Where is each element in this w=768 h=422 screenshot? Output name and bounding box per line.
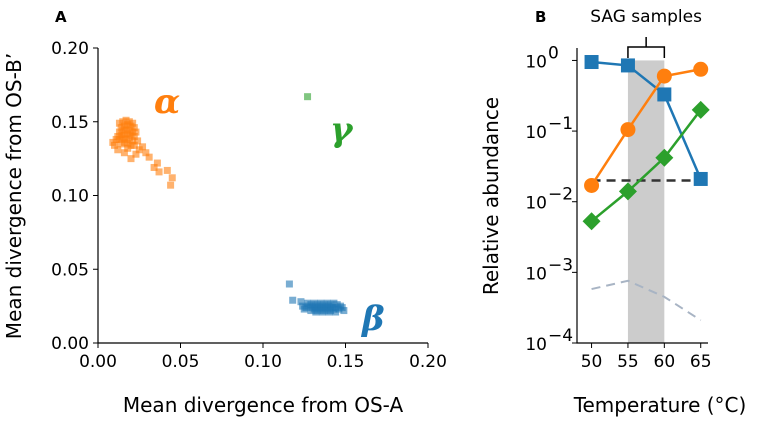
- y-tick-label: 0.05: [51, 260, 89, 280]
- scatter-point-alpha: [153, 159, 161, 167]
- scatter-point-alpha: [132, 150, 140, 158]
- panel-b-label: B: [535, 8, 546, 26]
- y-tick-label: 0.15: [51, 113, 89, 133]
- x-tick-label: 0.10: [244, 352, 282, 372]
- marker-gamma: [618, 182, 637, 201]
- scatter-point-alpha: [139, 143, 147, 151]
- scatter-point-beta: [340, 307, 348, 315]
- y-tick-exponent: −1: [548, 114, 573, 134]
- scatter-point-alpha: [142, 149, 150, 157]
- marker-beta: [620, 58, 635, 73]
- scatter-point-gamma: [304, 93, 312, 101]
- scatter-point-alpha: [124, 144, 132, 152]
- x-tick-label: 60: [654, 352, 676, 372]
- scatter-point-alpha: [134, 137, 142, 145]
- x-tick-label: 65: [690, 352, 712, 372]
- panel-a-y-axis-label: Mean divergence from OS-B’: [2, 53, 26, 339]
- marker-gamma: [655, 148, 674, 167]
- x-tick-label: 50: [581, 352, 603, 372]
- scatter-point-alpha: [114, 146, 122, 154]
- series-line-beta: [591, 60, 702, 180]
- scatter-point-beta: [332, 308, 340, 316]
- y-tick-exponent: −4: [548, 326, 573, 346]
- marker-gamma: [691, 100, 710, 119]
- x-tick-label: 0.20: [409, 352, 447, 372]
- panel-a-x-axis-label: Mean divergence from OS-A: [123, 393, 404, 417]
- scatter-point-alpha: [132, 128, 140, 136]
- y-tick-exponent: 0: [548, 43, 559, 63]
- x-tick-label: 0.00: [79, 352, 117, 372]
- y-tick-label: 10: [525, 52, 547, 72]
- x-tick-label: 55: [617, 352, 639, 372]
- scatter-point-alpha: [130, 133, 138, 140]
- panel-b-y-axis-label: Relative abundance: [479, 97, 503, 295]
- scatter-point-alpha: [155, 168, 163, 176]
- marker-beta: [693, 171, 708, 186]
- panel-a-label: A: [55, 8, 67, 26]
- panel-b-series: [582, 55, 710, 322]
- scatter-point-alpha: [127, 155, 135, 163]
- series-line-alpha: [590, 68, 701, 187]
- marker-alpha: [656, 68, 672, 84]
- scatter-point-alpha: [130, 141, 138, 149]
- scatter-point-alpha: [120, 149, 128, 157]
- y-tick-label: 10: [525, 264, 547, 284]
- x-tick-label: 0.05: [162, 352, 200, 372]
- sag-samples-label: SAG samples: [590, 7, 702, 27]
- marker-alpha: [584, 177, 600, 193]
- gamma-cluster-label: γ: [330, 110, 354, 150]
- y-tick-label: 10: [525, 194, 547, 214]
- scatter-point-beta: [325, 308, 333, 316]
- scatter-point-alpha: [163, 166, 171, 174]
- scatter-point-beta: [300, 305, 308, 313]
- panel-b-x-axis-label: Temperature (°C): [573, 393, 747, 417]
- y-tick-label: 0.20: [51, 39, 89, 59]
- y-tick-label: 10: [525, 123, 547, 143]
- y-tick-exponent: −3: [548, 255, 573, 275]
- panel-a-y-ticks: 0.00 0.05 0.10 0.15 0.20: [51, 39, 98, 354]
- y-tick-exponent: −2: [548, 185, 573, 205]
- marker-beta: [657, 87, 672, 102]
- scatter-point-alpha: [168, 174, 176, 182]
- scatter-point-alpha: [145, 153, 153, 161]
- y-tick-label: 10: [525, 335, 547, 355]
- beta-cluster-label: β: [360, 299, 385, 339]
- panel-a-scatter: A 0.00 0.05 0.10 0.15 0.20 0.000.050.100.150…: [2, 8, 447, 417]
- series-line-gamma: [590, 109, 702, 223]
- marker-alpha: [693, 61, 709, 77]
- marker-beta: [584, 55, 599, 70]
- panel-a-x-ticks: 0.00 0.05 0.10 0.15 0.20: [79, 343, 447, 372]
- y-tick-label: 0.10: [51, 187, 89, 207]
- y-tick-label: 0.00: [51, 334, 89, 354]
- panel-a-points: [109, 93, 348, 316]
- scatter-point-alpha: [129, 137, 137, 145]
- scatter-point-beta: [318, 308, 326, 316]
- x-tick-label: 0.15: [327, 352, 365, 372]
- scatter-point-alpha: [111, 141, 118, 149]
- scatter-point-alpha: [130, 124, 138, 132]
- scatter-point-beta: [297, 298, 305, 306]
- alpha-cluster-label: α: [154, 82, 180, 122]
- scatter-point-alpha: [167, 181, 175, 189]
- marker-alpha: [620, 122, 636, 138]
- sag-samples-bracket: [627, 37, 666, 58]
- scatter-point-beta: [312, 308, 320, 316]
- scatter-point-beta: [285, 280, 293, 288]
- panel-b-x-ticks: 50 55 60 65: [581, 343, 712, 372]
- scatter-point-beta: [289, 296, 297, 304]
- sag-samples-shaded-region: [627, 60, 665, 344]
- series-line-background: [591, 279, 702, 322]
- marker-gamma: [582, 212, 601, 231]
- scatter-point-alpha: [150, 163, 158, 171]
